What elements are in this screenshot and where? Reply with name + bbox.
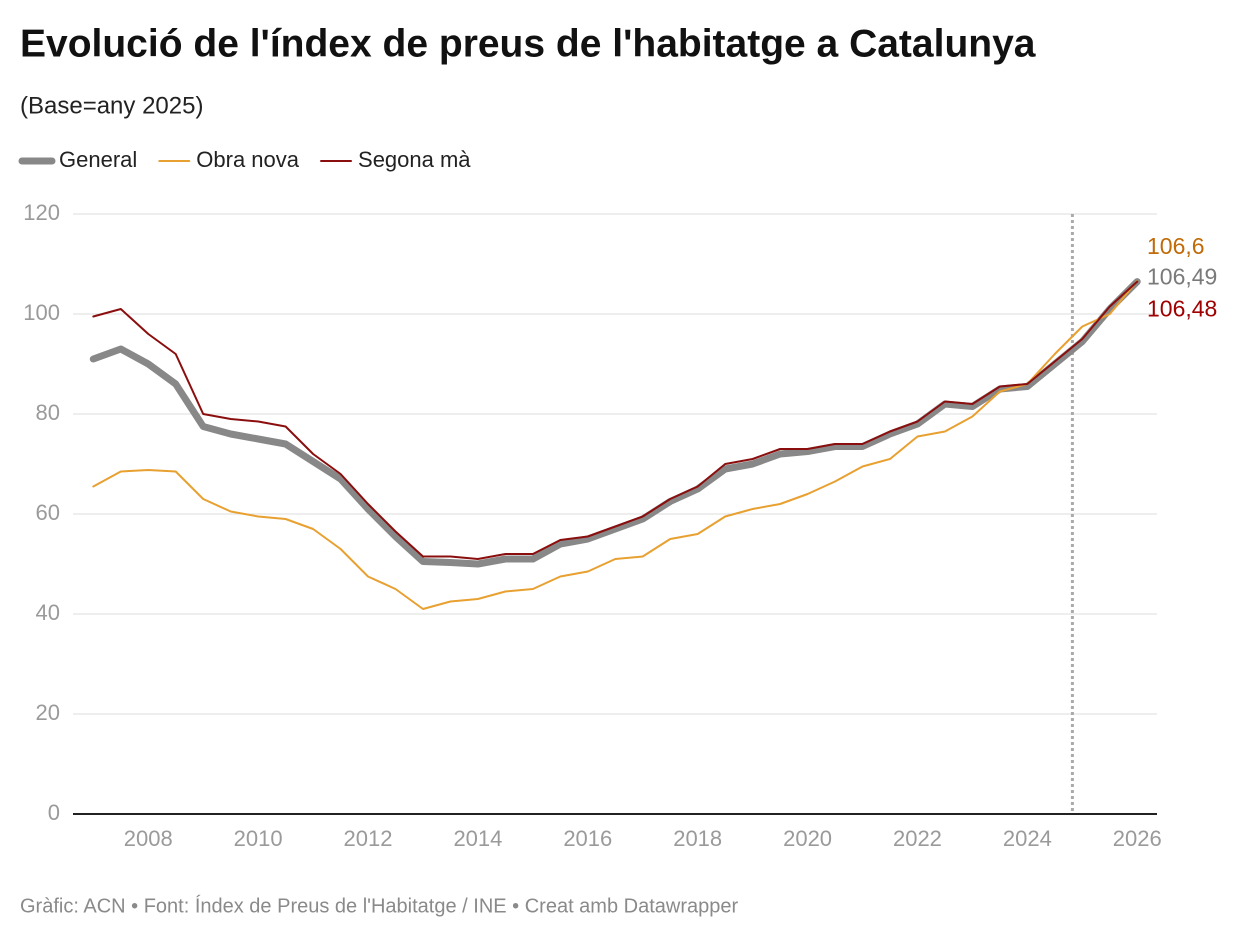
chart-title: Evolució de l'índex de preus de l'habita… <box>20 22 1036 65</box>
y-tick-label: 40 <box>36 600 60 625</box>
y-tick-label: 60 <box>36 500 60 525</box>
x-tick-label: 2010 <box>234 826 283 851</box>
x-tick-label: 2026 <box>1113 826 1162 851</box>
end-label: 106,48 <box>1147 296 1217 322</box>
x-tick-label: 2008 <box>124 826 173 851</box>
x-tick-label: 2022 <box>893 826 942 851</box>
legend-label: General <box>59 147 137 172</box>
y-tick-label: 0 <box>48 800 60 825</box>
chart-subtitle: (Base=any 2025) <box>20 92 203 119</box>
end-label: 106,6 <box>1147 233 1205 259</box>
y-tick-label: 120 <box>23 200 60 225</box>
x-tick-label: 2018 <box>673 826 722 851</box>
y-tick-label: 80 <box>36 400 60 425</box>
x-tick-label: 2014 <box>453 826 502 851</box>
end-label: 106,49 <box>1147 264 1217 290</box>
legend: General Obra nova Segona mà <box>18 147 471 172</box>
series-line <box>92 280 1139 610</box>
y-tick-label: 20 <box>36 700 60 725</box>
series-line <box>92 280 1139 560</box>
y-tick-label: 100 <box>23 300 60 325</box>
legend-label: Obra nova <box>196 147 299 172</box>
x-tick-label: 2012 <box>344 826 393 851</box>
series-line <box>89 278 1141 568</box>
x-tick-label: 2024 <box>1003 826 1052 851</box>
x-tick-label: 2020 <box>783 826 832 851</box>
legend-label: Segona mà <box>358 147 471 172</box>
source-note: Gràfic: ACN • Font: Índex de Preus de l'… <box>20 894 738 917</box>
x-tick-label: 2016 <box>563 826 612 851</box>
